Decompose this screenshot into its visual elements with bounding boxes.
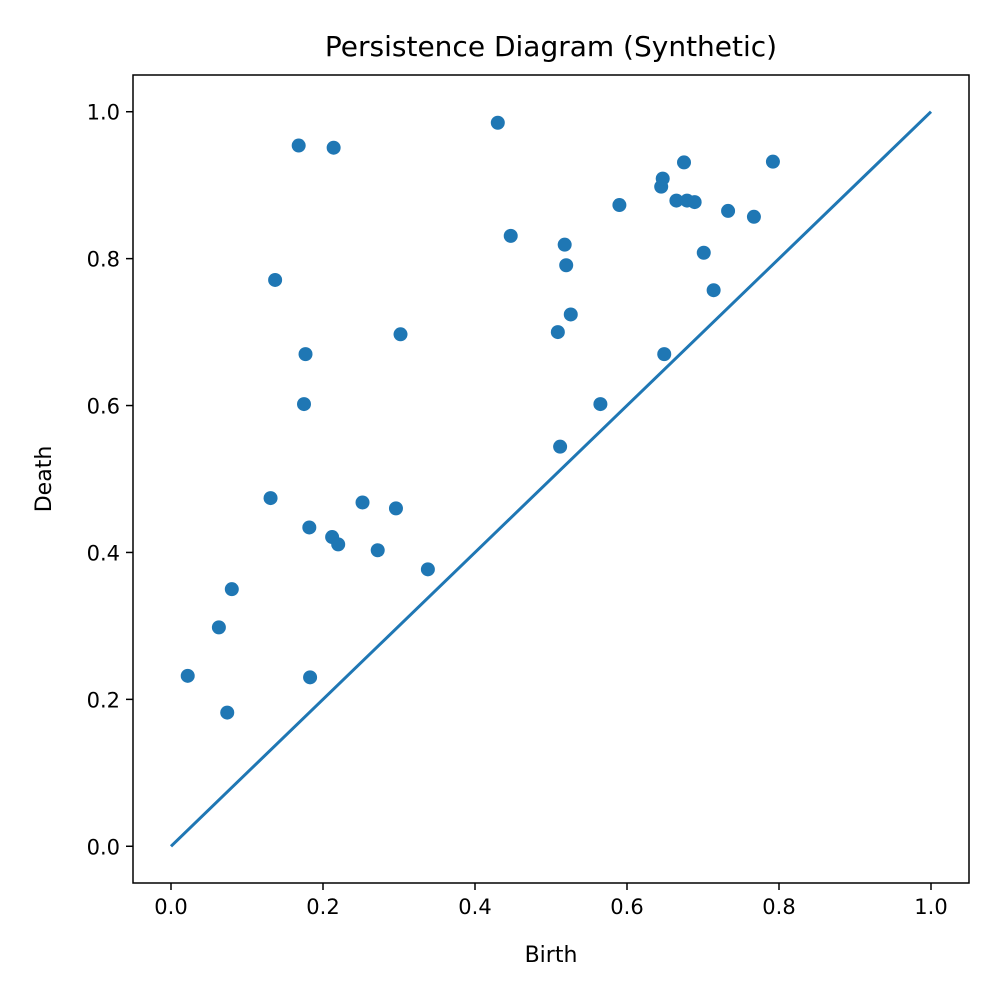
scatter-point <box>550 325 565 340</box>
scatter-point <box>224 582 239 597</box>
scatter-point <box>291 138 306 153</box>
scatter-point <box>326 140 341 155</box>
scatter-point <box>721 203 736 218</box>
scatter-points-layer <box>180 115 780 720</box>
chart-title: Persistence Diagram (Synthetic) <box>325 30 777 63</box>
scatter-point <box>303 670 318 685</box>
y-tick-label: 0.4 <box>87 541 120 565</box>
x-tick-label: 0.8 <box>762 895 795 919</box>
y-axis-ticks: 0.0 0.2 0.4 0.6 0.8 1.0 <box>87 101 133 859</box>
scatter-point <box>655 171 670 186</box>
scatter-point <box>268 272 283 287</box>
diagonal-line-layer <box>169 110 933 848</box>
scatter-point <box>263 491 278 506</box>
plot-frame <box>132 74 970 884</box>
x-axis-label: Birth <box>525 943 578 968</box>
scatter-point <box>657 347 672 362</box>
scatter-point <box>211 620 226 635</box>
scatter-point <box>669 193 684 208</box>
scatter-point <box>302 520 317 535</box>
x-tick-label: 0.0 <box>154 895 187 919</box>
x-tick-label: 0.6 <box>610 895 643 919</box>
scatter-point <box>553 439 568 454</box>
y-tick-label: 0.6 <box>87 395 120 419</box>
scatter-point <box>687 195 702 210</box>
scatter-point <box>557 237 572 252</box>
scatter-point <box>393 327 408 342</box>
scatter-point <box>388 501 403 516</box>
scatter-point <box>420 562 435 577</box>
scatter-point <box>765 154 780 169</box>
scatter-point <box>503 228 518 243</box>
y-tick-label: 0.2 <box>87 688 120 712</box>
scatter-point <box>355 495 370 510</box>
scatter-point <box>746 209 761 224</box>
scatter-point <box>220 705 235 720</box>
scatter-point <box>180 668 195 683</box>
scatter-point <box>298 347 313 362</box>
y-tick-label: 0.8 <box>87 248 120 272</box>
scatter-point <box>706 283 721 298</box>
y-tick-label: 1.0 <box>87 101 120 125</box>
x-tick-label: 0.4 <box>458 895 491 919</box>
scatter-point <box>490 115 505 130</box>
scatter-point <box>612 198 627 213</box>
y-axis-label: Death <box>32 446 57 513</box>
scatter-point <box>677 155 691 170</box>
scatter-point <box>331 537 346 552</box>
scatter-point <box>297 397 311 412</box>
scatter-point <box>696 245 711 260</box>
x-tick-label: 0.2 <box>306 895 339 919</box>
scatter-point <box>559 258 574 273</box>
scatter-point <box>593 397 608 412</box>
x-tick-label: 1.0 <box>914 895 947 919</box>
x-axis-ticks: 0.0 0.2 0.4 0.6 0.8 1.0 <box>154 883 948 919</box>
scatter-point <box>370 543 385 558</box>
scatter-point <box>563 307 578 322</box>
y-tick-label: 0.0 <box>87 835 120 859</box>
diagonal-line <box>169 110 933 848</box>
